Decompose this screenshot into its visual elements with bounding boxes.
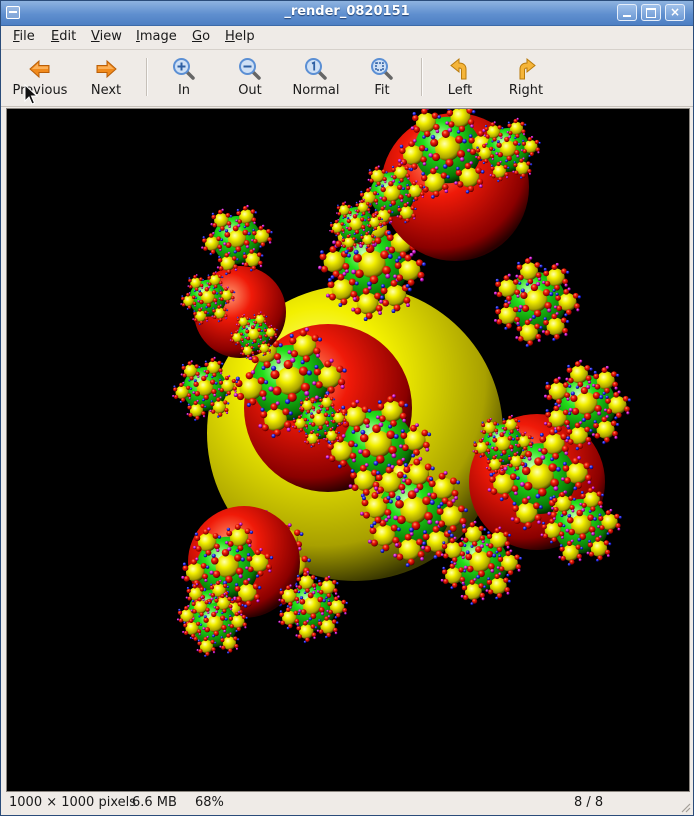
menu-bar: File Edit View Image Go Help [1, 26, 693, 50]
zoom-out-icon [239, 58, 261, 80]
zoom-in-icon [173, 58, 195, 80]
toolbar-separator [146, 58, 147, 96]
rotate-right-button[interactable]: Right [495, 52, 557, 102]
arrow-right-icon [96, 59, 117, 79]
menu-file[interactable]: File [13, 29, 35, 44]
zoom-fit-button[interactable]: Fit [351, 52, 413, 102]
zoom-fit-icon [371, 58, 393, 80]
status-bar: 1000 × 1000 pixels 6.6 MB 68% 8 / 8 [1, 792, 693, 815]
toolbar: Previous Next In Out [1, 50, 693, 107]
zoom-in-label: In [177, 83, 191, 98]
previous-button[interactable]: Previous [9, 52, 71, 102]
menu-image[interactable]: Image [136, 29, 177, 44]
menu-edit[interactable]: Edit [51, 29, 77, 44]
menu-help[interactable]: Help [225, 29, 255, 44]
window-menu-button[interactable] [6, 6, 20, 19]
image-dimensions: 1000 × 1000 pixels [9, 795, 136, 810]
rotate-left-label: Left [447, 83, 473, 98]
maximize-button[interactable] [641, 4, 661, 21]
previous-label: Previous [12, 83, 68, 98]
file-size: 6.6 MB [132, 795, 177, 810]
minimize-button[interactable] [617, 4, 637, 21]
image-position: 8 / 8 [574, 795, 604, 810]
fractal-render-image [172, 109, 632, 658]
image-viewport[interactable] [6, 108, 690, 792]
zoom-fit-label: Fit [374, 83, 390, 98]
zoom-in-button[interactable]: In [153, 52, 215, 102]
zoom-out-label: Out [238, 83, 262, 98]
close-button[interactable]: × [665, 4, 685, 21]
toolbar-separator [421, 58, 422, 96]
zoom-level: 68% [195, 795, 224, 810]
rotate-left-button[interactable]: Left [429, 52, 491, 102]
window-title: _render_0820151 [284, 4, 410, 19]
zoom-normal-button[interactable]: Normal [285, 52, 347, 102]
title-bar[interactable]: _render_0820151 × [1, 1, 693, 26]
menu-view[interactable]: View [91, 29, 122, 44]
next-button[interactable]: Next [75, 52, 137, 102]
rotate-right-icon [519, 57, 536, 80]
zoom-out-button[interactable]: Out [219, 52, 281, 102]
rotate-left-icon [450, 57, 467, 80]
zoom-original-icon [305, 58, 327, 80]
next-label: Next [90, 83, 122, 98]
arrow-left-icon [29, 59, 50, 79]
zoom-normal-label: Normal [292, 83, 340, 98]
resize-grip-icon[interactable] [679, 801, 691, 813]
rotate-right-label: Right [508, 83, 544, 98]
menu-go[interactable]: Go [192, 29, 211, 44]
